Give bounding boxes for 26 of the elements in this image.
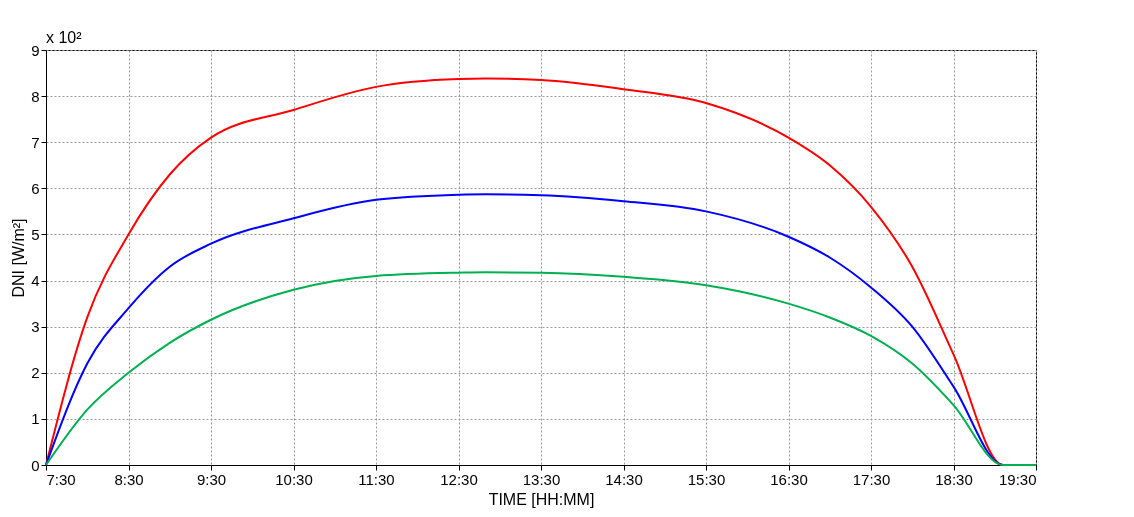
x-tick-label: 18:30	[935, 470, 973, 488]
y-tick-label: 1	[31, 410, 40, 428]
x-tick-label: 10:30	[275, 470, 313, 488]
text: x 10²	[46, 29, 83, 46]
x-tick-label: 9:30	[196, 470, 227, 488]
y-tick-label: 2	[31, 364, 40, 382]
x-tick-label: 19:30	[998, 470, 1037, 488]
y-tick-label: 6	[31, 179, 40, 197]
y-tick-label: 5	[31, 225, 40, 243]
x-tick-label: 7:30	[46, 470, 76, 488]
x-axis-title: TIME [HH:MM]	[488, 490, 595, 508]
x-tick-label: 13:30	[522, 470, 561, 488]
x-tick-label: 16:30	[770, 470, 808, 488]
y-tick-label: 0	[31, 456, 40, 474]
x-tick-label: 11:30	[358, 470, 395, 488]
x-tick-label: 8:30	[114, 470, 144, 488]
x-tick-label: 12:30	[440, 470, 478, 488]
y-tick-label: 3	[31, 318, 40, 336]
y-tick-label: 9	[31, 41, 40, 59]
x-tick-label: 17:30	[852, 470, 891, 488]
x-tick-label: 14:30	[605, 470, 643, 488]
x-tick-label: 15:30	[687, 470, 726, 488]
y-axis-title: DNI [W/m²]	[10, 218, 28, 298]
y-tick-label: 4	[31, 272, 40, 290]
y-tick-label: 8	[31, 87, 40, 105]
y-tick-label: 7	[31, 133, 40, 151]
